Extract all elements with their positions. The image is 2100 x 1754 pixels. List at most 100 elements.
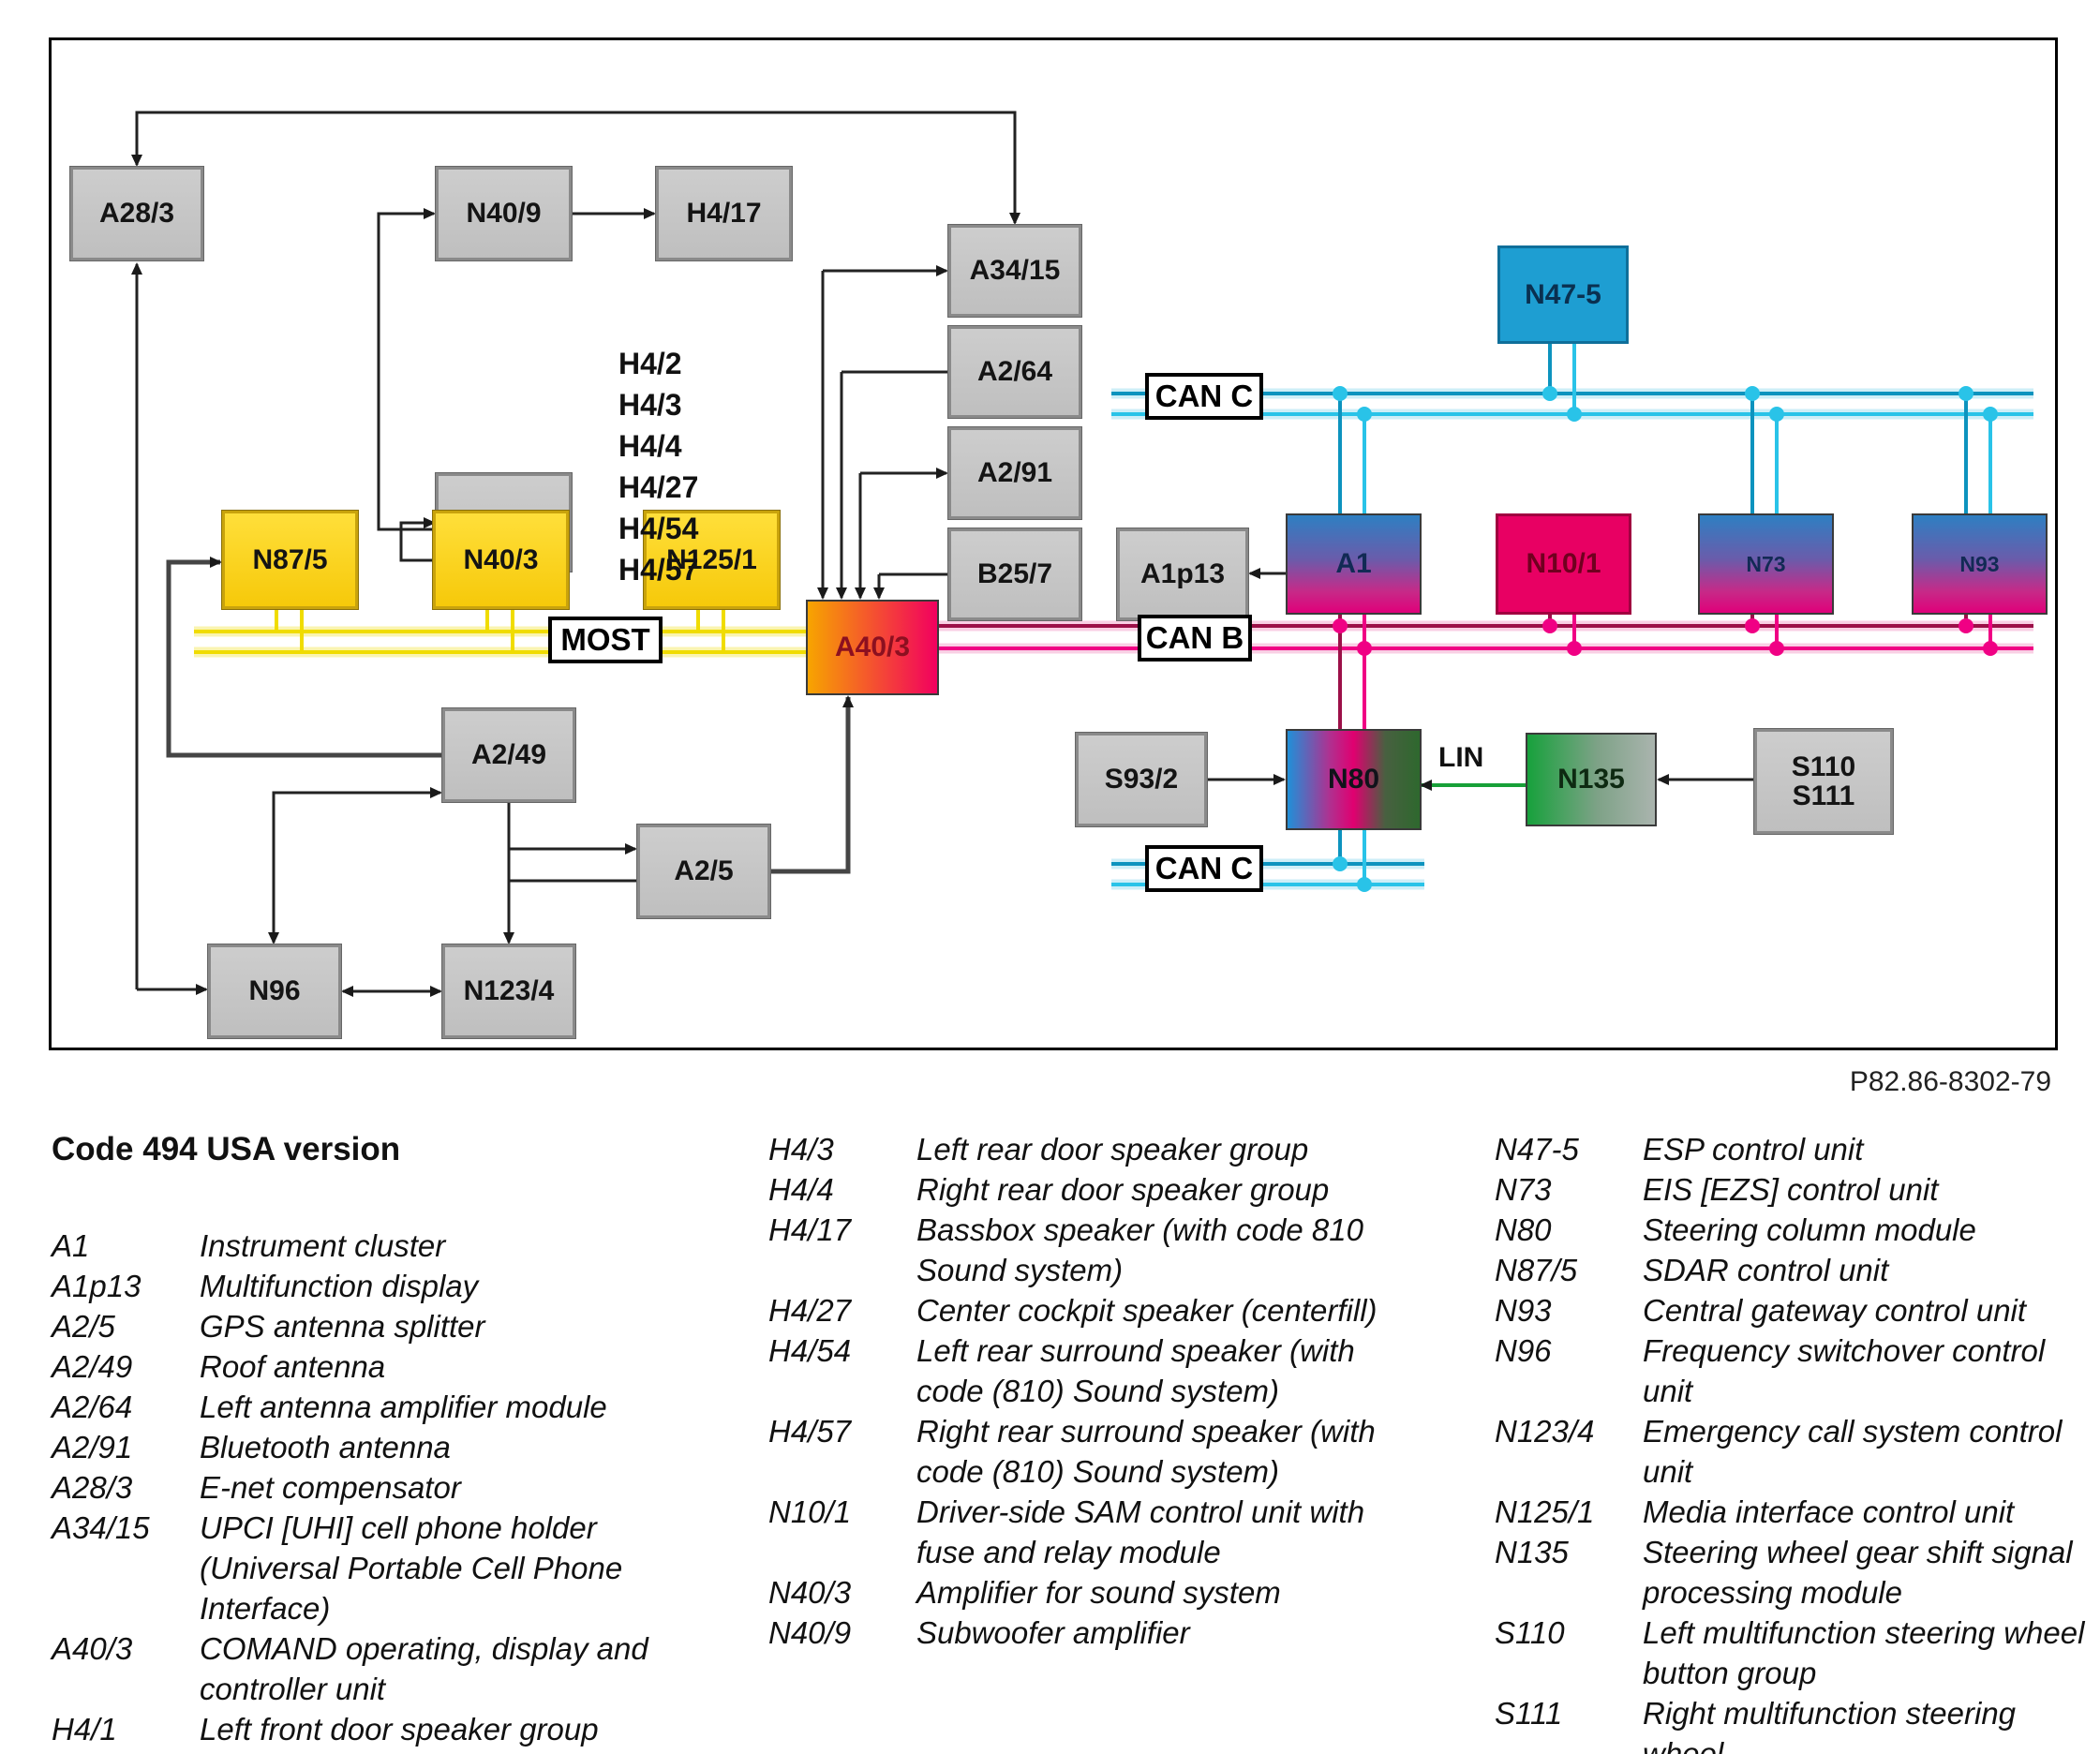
legend-row: N96 Frequency switchover control unit: [1495, 1330, 2100, 1411]
legend-row: A28/3 E-net compensator: [52, 1467, 651, 1508]
node-label: N40/9: [466, 198, 542, 230]
legend-description: Steering column module: [1643, 1212, 1976, 1247]
legend-description: Right rear door speaker group: [916, 1172, 1330, 1207]
node-n87-5: N87/5: [222, 511, 358, 609]
node-label: N80: [1327, 764, 1380, 795]
node-a28-3: A28/3: [70, 167, 203, 260]
diagram-frame: [49, 37, 2058, 1050]
legend-row: A2/91 Bluetooth antenna: [52, 1427, 651, 1467]
legend-description: Left rear surround speaker (with code (8…: [916, 1333, 1355, 1408]
node-label: A2/64: [976, 356, 1053, 388]
node-a40-3: A40/3: [806, 600, 939, 695]
node-label: A2/5: [674, 855, 734, 887]
node-a34-15: A34/15: [948, 225, 1081, 317]
legend-row: A40/3 COMAND operating, display and contr…: [52, 1628, 651, 1709]
legend-row: N10/1 Driver-side SAM control unit with f…: [768, 1492, 1438, 1572]
h4-variant: H4/27: [618, 470, 699, 504]
legend-description: Right front door speaker group: [200, 1749, 619, 1754]
legend-key: A2/49: [52, 1349, 133, 1384]
node-n80: N80: [1286, 729, 1422, 830]
legend-description: Left front door speaker group: [200, 1712, 599, 1747]
node-n47-5: N47-5: [1497, 245, 1629, 344]
can-c-top-bus-label: CAN C: [1145, 373, 1263, 420]
legend-description: Bluetooth antenna: [200, 1430, 451, 1464]
legend-column-2: H4/3 Left rear door speaker group H4/4 Righ…: [768, 1129, 1438, 1653]
legend-row: N135 Steering wheel gear shift signal pro…: [1495, 1532, 2100, 1613]
legend-key: N80: [1495, 1212, 1552, 1247]
legend-key: H4/2: [52, 1749, 200, 1754]
figure-number: P82.86-8302-79: [1849, 1066, 2051, 1097]
node-label: A40/3: [834, 632, 911, 663]
node-n135: N135: [1526, 733, 1657, 826]
legend-key: N87/5: [1495, 1253, 1578, 1287]
node-n40-9: N40/9: [436, 167, 572, 260]
can-b-bus: [939, 615, 2033, 729]
legend-row: N123/4 Emergency call system control unit: [1495, 1411, 2100, 1492]
node-a2-49: A2/49: [442, 708, 575, 802]
legend-key: N93: [1495, 1293, 1552, 1328]
legend-description: Left rear door speaker group: [916, 1132, 1309, 1167]
legend-row: H4/4 Right rear door speaker group: [768, 1169, 1438, 1210]
legend-description: Bassbox speaker (with code 810 Sound sys…: [916, 1212, 1363, 1287]
node-n96: N96: [208, 944, 341, 1038]
node-label: H4/17: [686, 198, 762, 230]
legend-row: S110 Left multifunction steering wheel bu…: [1495, 1613, 2100, 1693]
legend-description: COMAND operating, display and controller…: [200, 1631, 648, 1706]
node-label: B25/7: [976, 558, 1053, 590]
node-n125-1: N125/1: [644, 511, 780, 609]
node-n10-1: N10/1: [1496, 513, 1631, 615]
legend-description: Multifunction display: [200, 1269, 479, 1303]
legend-row: A34/15 UPCI [UHI] cell phone holder (Univ…: [52, 1508, 651, 1628]
h4-variant: H4/3: [618, 388, 682, 422]
legend-row: H4/54 Left rear surround speaker (with co…: [768, 1330, 1438, 1411]
legend-description: Central gateway control unit: [1643, 1293, 2027, 1328]
legend-key: N123/4: [1495, 1414, 1595, 1449]
legend-description: UPCI [UHI] cell phone holder (Universal …: [200, 1510, 623, 1626]
node-label: N125/1: [666, 543, 757, 575]
legend-description: Right rear surround speaker (with code (…: [916, 1414, 1376, 1489]
legend-row: A2/5 GPS antenna splitter: [52, 1306, 651, 1346]
node-label: N96: [248, 975, 301, 1007]
most-bus: [194, 609, 806, 654]
most-bus-label: MOST: [548, 617, 663, 663]
legend-description: GPS antenna splitter: [200, 1309, 485, 1344]
legend-row: H4/2Right front door speaker group: [52, 1749, 651, 1754]
node-s110-s111: S110 S111: [1754, 718, 1904, 834]
legend-description: Frequency switchover control unit: [1643, 1333, 2046, 1408]
legend-key: H4/3: [768, 1132, 834, 1167]
legend-description: Roof antenna: [200, 1349, 386, 1384]
legend-row: H4/3 Left rear door speaker group: [768, 1129, 1438, 1169]
legend-description: Subwoofer amplifier: [916, 1615, 1190, 1650]
legend-header: Code 494 USA version: [52, 1131, 401, 1167]
legend-row: N40/9 Subwoofer amplifier: [768, 1613, 1438, 1653]
legend-row: A1p13 Multifunction display: [52, 1266, 651, 1306]
lin-bus-label: LIN: [1438, 742, 1484, 773]
h4-variant-list: H4/2 H4/3 H4/4 H4/27 H4/54 H4/57: [618, 343, 698, 590]
legend-description: Steering wheel gear shift signal process…: [1643, 1535, 2073, 1610]
node-n40-3: N40/3: [433, 511, 569, 609]
legend-description: E-net compensator: [200, 1470, 461, 1505]
node-label: N10/1: [1526, 548, 1601, 580]
node-label: A1p13: [1139, 558, 1226, 590]
can-c-bottom-bus-label: CAN C: [1145, 845, 1263, 892]
legend-row: N47-5 ESP control unit: [1495, 1129, 2100, 1169]
legend-key: H4/27: [768, 1293, 852, 1328]
legend-column-1: Code 494 USA version A1 Instrument cluster…: [52, 1129, 651, 1754]
legend-row: A2/64 Left antenna amplifier module: [52, 1387, 651, 1427]
legend-key: A2/5: [52, 1309, 115, 1344]
h4-variant: H4/2: [618, 347, 682, 380]
legend-description: Left antenna amplifier module: [200, 1390, 607, 1424]
node-a2-5: A2/5: [637, 825, 770, 918]
legend-key: H4/1: [52, 1712, 117, 1747]
legend-key: S111: [1495, 1696, 1563, 1731]
legend-key: S110: [1495, 1615, 1565, 1650]
node-a2-64: A2/64: [948, 326, 1081, 418]
legend-row: N73 EIS [EZS] control unit: [1495, 1169, 2100, 1210]
legend-row: H4/1 Left front door speaker group: [52, 1709, 651, 1749]
legend-key: A1: [52, 1228, 90, 1263]
legend-row: N40/3 Amplifier for sound system: [768, 1572, 1438, 1613]
legend-row: H4/57 Right rear surround speaker (with c…: [768, 1411, 1438, 1492]
node-label: N123/4: [463, 975, 555, 1007]
legend-row: N93 Central gateway control unit: [1495, 1290, 2100, 1330]
legend-key: A2/64: [52, 1390, 133, 1424]
